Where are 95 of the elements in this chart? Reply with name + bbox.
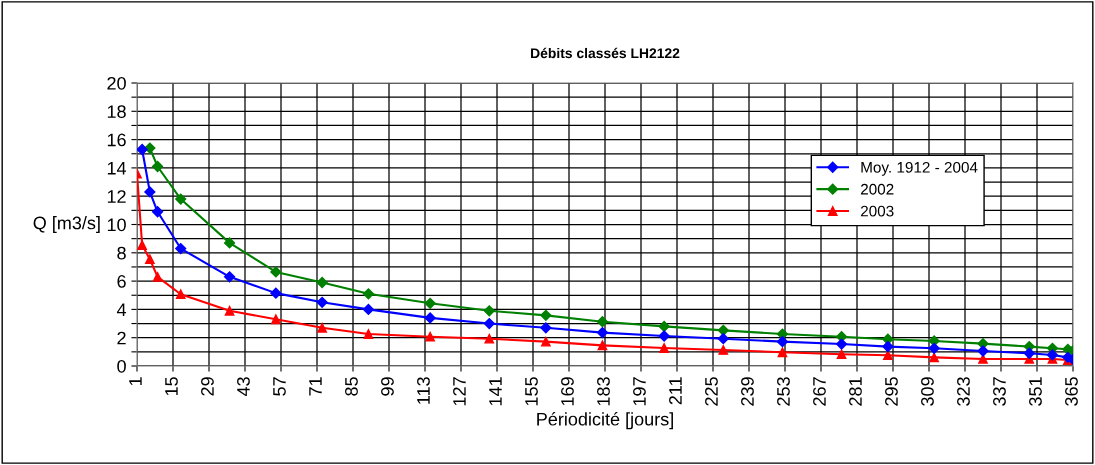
x-tick-label: 253 — [777, 377, 790, 406]
point — [717, 324, 729, 336]
point — [929, 352, 940, 363]
x-tick-label: 351 — [1029, 377, 1042, 406]
point — [597, 340, 608, 351]
x-tick-label: 267 — [813, 377, 826, 406]
x-tick-label: 197 — [633, 377, 646, 406]
point — [540, 309, 552, 321]
point — [658, 330, 670, 342]
point — [270, 266, 282, 278]
y-tick-label: 6 — [117, 275, 126, 288]
point — [152, 271, 163, 282]
point — [658, 320, 670, 332]
x-tick-label: 281 — [849, 377, 862, 406]
x-tick-label: 141 — [489, 377, 502, 406]
x-tick-label: 365 — [1065, 377, 1078, 406]
point — [424, 297, 436, 309]
y-tick-label: 16 — [107, 133, 126, 147]
point — [1023, 347, 1035, 359]
point — [483, 317, 495, 330]
point — [144, 186, 156, 198]
point — [882, 350, 893, 361]
y-tick-label: 14 — [107, 162, 127, 175]
point — [928, 342, 940, 354]
legend-label: 2003 — [860, 205, 894, 217]
point — [777, 347, 788, 358]
x-axis-title: Périodicité [jours] — [537, 412, 673, 430]
point — [362, 288, 375, 300]
point — [151, 206, 164, 218]
point — [425, 331, 436, 342]
x-tick-label: 113 — [417, 377, 430, 404]
point — [316, 296, 328, 308]
x-tick-label: 309 — [921, 377, 934, 406]
x-tick-label: 43 — [237, 377, 250, 397]
y-tick-label: 4 — [116, 303, 127, 316]
x-tick-label: 57 — [273, 377, 286, 396]
x-tick-label: 155 — [525, 377, 538, 406]
y-tick-label: 18 — [107, 105, 126, 119]
point — [270, 287, 282, 299]
x-tick-label: 85 — [345, 377, 358, 396]
x-tick-label: 29 — [201, 377, 214, 396]
point — [270, 314, 281, 325]
x-tick-label: 169 — [561, 377, 574, 406]
point — [540, 336, 551, 347]
point — [717, 333, 729, 345]
point — [882, 341, 894, 353]
point — [175, 193, 187, 205]
y-tick-label: 2 — [117, 331, 126, 345]
point — [424, 312, 436, 324]
point — [596, 316, 609, 328]
point — [151, 160, 164, 173]
point — [362, 303, 375, 316]
y-tick-label: 8 — [117, 246, 126, 260]
point — [776, 336, 789, 348]
point — [144, 254, 155, 265]
x-tick-label: 211 — [669, 377, 682, 405]
y-tick-label: 20 — [107, 76, 126, 90]
point — [540, 322, 552, 334]
point — [483, 305, 495, 317]
y-axis-title: Q [m3/s] — [33, 216, 100, 233]
x-tick-label: 337 — [993, 377, 1006, 406]
point — [223, 237, 236, 249]
x-tick-label: 71 — [309, 377, 322, 396]
point — [137, 240, 148, 250]
legend-label: 2002 — [860, 183, 894, 195]
point — [484, 333, 495, 344]
x-tick-label: 127 — [453, 377, 466, 406]
x-tick-label: 225 — [705, 377, 718, 406]
point — [363, 329, 374, 339]
point — [317, 322, 328, 333]
point — [978, 354, 988, 364]
point — [1046, 349, 1059, 361]
x-tick-label: 239 — [741, 377, 754, 406]
point — [316, 276, 328, 289]
chart-title: Débits classés LH2122 — [531, 47, 680, 59]
x-tick-label: 99 — [381, 377, 394, 396]
point — [175, 289, 186, 300]
point — [718, 345, 729, 355]
y-tick-label: 0 — [117, 359, 126, 373]
point — [224, 305, 235, 316]
legend-label: Moy. 1912 - 2004 — [861, 161, 978, 176]
x-tick-label: 323 — [957, 377, 970, 406]
point — [223, 271, 236, 283]
y-tick-label: 12 — [107, 190, 126, 203]
point — [659, 343, 670, 353]
point — [175, 242, 187, 255]
point — [137, 143, 148, 156]
point — [836, 349, 847, 360]
x-tick-label: 1 — [129, 377, 142, 386]
y-tick-label: 10 — [107, 218, 126, 232]
x-tick-label: 183 — [597, 377, 610, 406]
x-tick-label: 295 — [885, 377, 898, 406]
x-tick-label: 15 — [165, 377, 178, 396]
point — [835, 338, 848, 350]
point — [596, 327, 609, 339]
